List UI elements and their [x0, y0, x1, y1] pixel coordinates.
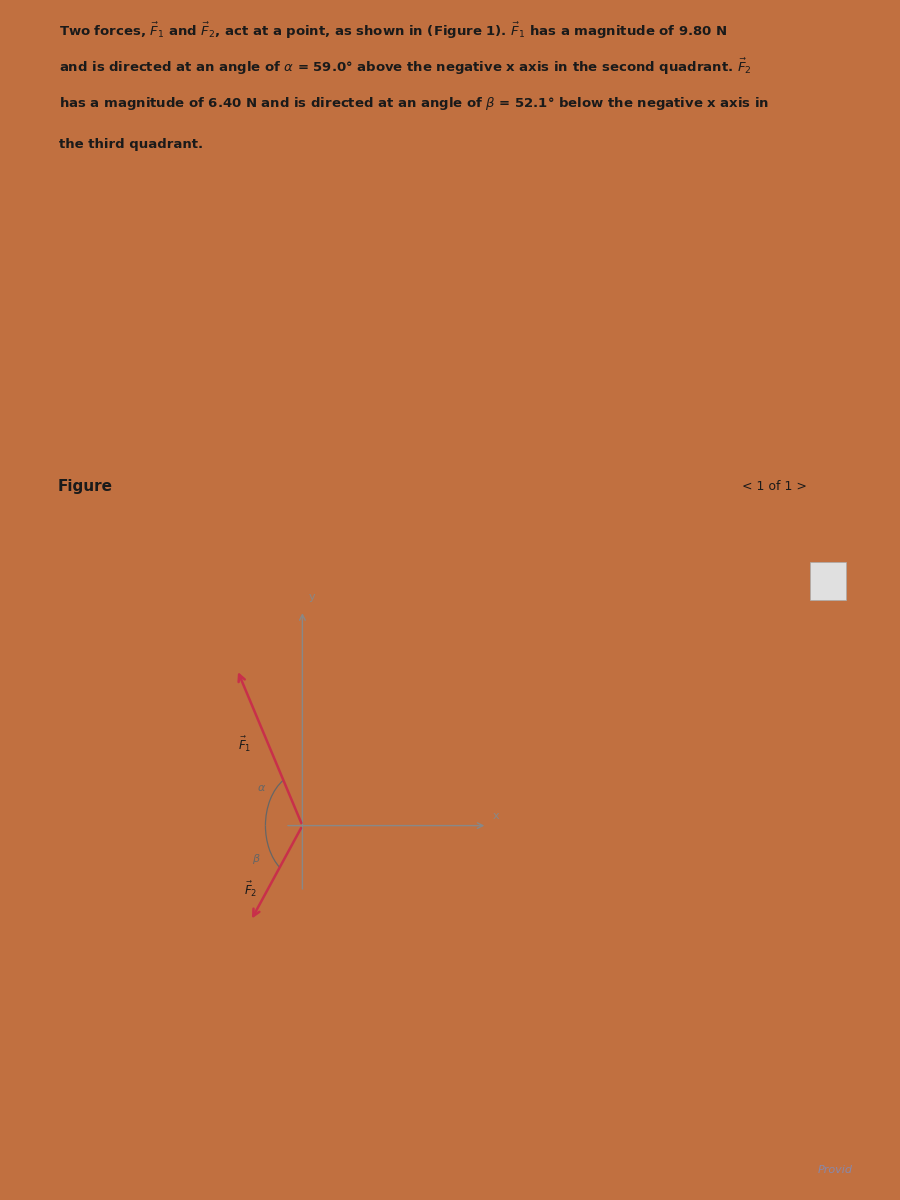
Text: and is directed at an angle of $\alpha$ = 59.0° above the negative x axis in the: and is directed at an angle of $\alpha$ … [59, 56, 751, 77]
Text: $\vec{F}_1$: $\vec{F}_1$ [238, 734, 251, 754]
Text: Figure: Figure [58, 479, 112, 493]
Text: Provid: Provid [818, 1165, 853, 1175]
Text: Two forces, $\vec{F}_1$ and $\vec{F}_2$, act at a point, as shown in (Figure 1).: Two forces, $\vec{F}_1$ and $\vec{F}_2$,… [59, 20, 727, 41]
Text: $\vec{F}_2$: $\vec{F}_2$ [244, 880, 257, 899]
Text: x: x [493, 811, 500, 821]
Text: y: y [308, 592, 315, 602]
Bar [810, 562, 846, 600]
Text: has a magnitude of 6.40 N and is directed at an angle of $\beta$ = 52.1° below t: has a magnitude of 6.40 N and is directe… [59, 96, 769, 113]
Text: < 1 of 1 >: < 1 of 1 > [742, 480, 807, 492]
Text: the third quadrant.: the third quadrant. [59, 138, 203, 151]
Text: $\beta$: $\beta$ [252, 852, 261, 866]
Text: $\alpha$: $\alpha$ [256, 782, 266, 793]
